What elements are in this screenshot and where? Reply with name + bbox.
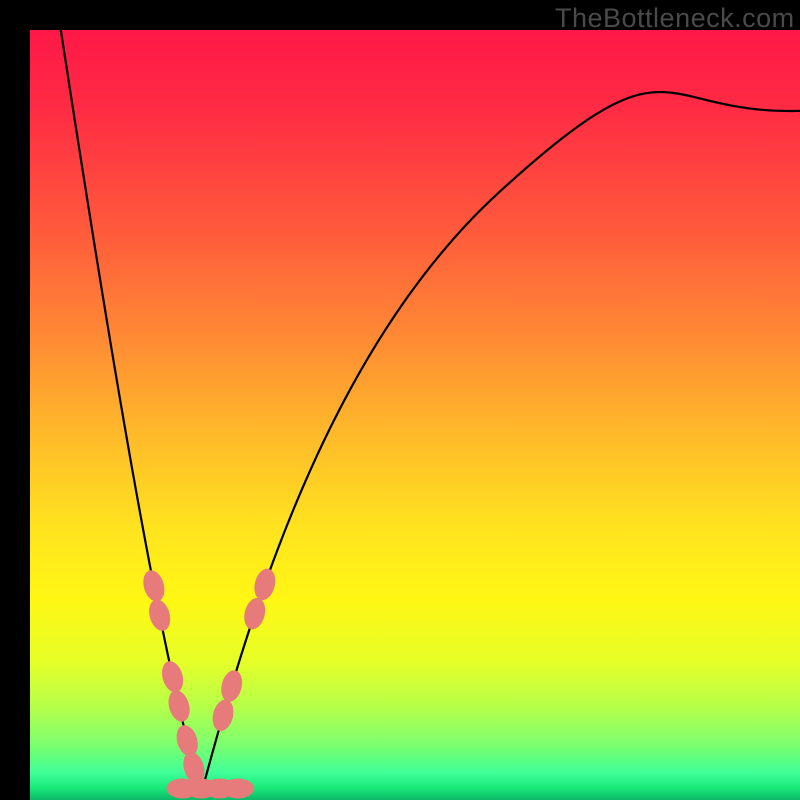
plot-area bbox=[30, 30, 800, 800]
chart-svg bbox=[30, 30, 800, 800]
gradient-background bbox=[30, 30, 800, 800]
curve-marker-pill bbox=[222, 778, 254, 798]
watermark-text: TheBottleneck.com bbox=[555, 3, 795, 34]
chart-root: TheBottleneck.com bbox=[0, 0, 800, 800]
